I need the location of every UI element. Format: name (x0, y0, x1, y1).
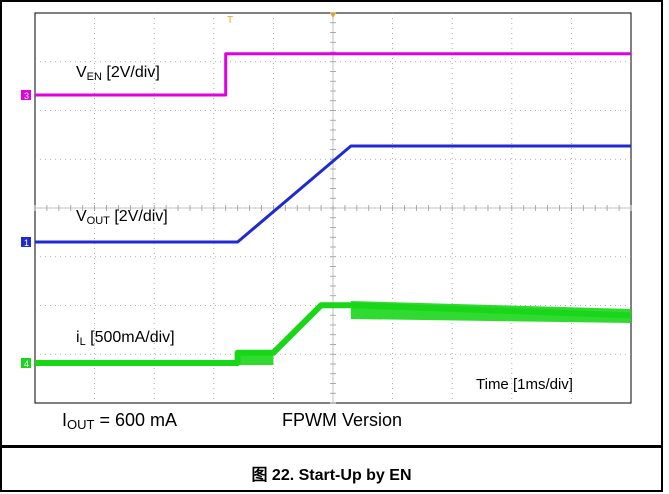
ven-scale: [2V/div] (101, 64, 160, 81)
vout-name: V (76, 208, 87, 225)
il-label: iL [500mA/div] (76, 329, 175, 348)
iout-value: = 600 mA (94, 410, 178, 430)
channel-marker-4 (21, 358, 31, 368)
channel-marker-text: 3 (24, 91, 29, 101)
iout-sub: OUT (67, 417, 95, 432)
ven-label: VEN [2V/div] (76, 64, 160, 83)
channel-marker-text: 4 (24, 359, 29, 369)
iout-condition: IOUT = 600 mA (62, 410, 178, 432)
vout-label: VOUT [2V/div] (76, 208, 168, 227)
il-switching-band (237, 351, 274, 365)
ven-name: V (76, 64, 87, 81)
channel-marker-1 (21, 237, 31, 247)
vout-sub: OUT (86, 215, 110, 227)
il-sub: L (79, 336, 86, 348)
trace-ven (35, 52, 631, 97)
il-scale: [500mA/div] (85, 329, 175, 346)
iout-name: I (62, 410, 68, 430)
vout-scale: [2V/div] (109, 208, 168, 225)
il-switching-band (350, 301, 631, 323)
caption-frame (0, 447, 663, 492)
channel-marker-3 (21, 90, 31, 100)
trace-vout (35, 144, 631, 244)
time-label: Time [1ms/div] (476, 376, 573, 393)
ven-sub: EN (86, 71, 102, 83)
trigger-marker: T (227, 15, 233, 26)
il-name: i (76, 329, 80, 346)
scope-frame (0, 0, 663, 447)
oscilloscope-plot: T 3 1 4 (21, 12, 632, 404)
channel-marker-text: 1 (24, 238, 29, 248)
version-label: FPWM Version (282, 410, 403, 430)
figure-caption: 图 22. Start-Up by EN (251, 467, 412, 484)
time-reference-marker (330, 13, 336, 18)
